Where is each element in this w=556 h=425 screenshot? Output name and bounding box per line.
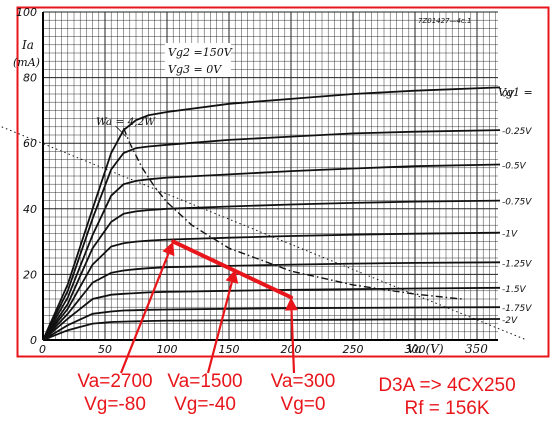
annotation-arrow-head [285, 297, 298, 311]
series-line [42, 306, 501, 341]
y-tick-label: 20 [23, 268, 37, 281]
x-axis-label: Va (V) [407, 342, 444, 356]
series-line [42, 231, 501, 341]
annotation-tube-line2: Rf = 156K [404, 398, 490, 419]
x-tick-label: 250 [343, 343, 364, 356]
series-label: -1.5V [502, 285, 527, 295]
chart-grid [42, 11, 498, 341]
chart-curves [0, 86, 527, 341]
series-label: -1.25V [502, 259, 532, 269]
annotation-va-300: Va=300 Vg=0 [262, 370, 344, 416]
annotation-va-1500-line1: Va=1500 [167, 371, 243, 392]
x-tick-label: 300 [405, 343, 426, 356]
series-label: -0.75V [502, 198, 532, 208]
series-line [42, 163, 501, 341]
power-curve-label: Wa = 4,2W [96, 116, 156, 128]
annotation-arrow-shaft [119, 253, 170, 374]
annotation-va-2700-line1: Va=2700 [77, 371, 153, 392]
series-line [42, 286, 501, 341]
red-load-line [171, 239, 293, 300]
x-tick-label: 0 [39, 343, 46, 356]
x-tick-label: 350 [465, 342, 488, 356]
x-tick-label: 150 [219, 343, 240, 356]
annotation-tube-line1: D3A => 4CX250 [378, 375, 516, 396]
chart-red-frame [16, 6, 550, 358]
annotation-arrow-shaft [206, 281, 233, 374]
annotation-arrow-head [162, 241, 175, 257]
annotation-va-300-line1: Va=300 [270, 371, 336, 392]
y-tick-label: 60 [23, 137, 37, 150]
x-tick-label: 50 [98, 343, 112, 356]
annotation-va-2700-line2: Vg=-80 [84, 394, 146, 415]
y-axis-symbol: Ia [21, 38, 34, 52]
annotation-va-1500-line2: Vg=-40 [174, 394, 236, 415]
curve-group-label: Vg1 = [498, 86, 533, 99]
condition-vg3: Vg3 = 0V [168, 63, 222, 76]
power-dissipation-curve [122, 127, 465, 300]
y-axis-unit: (mA) [13, 56, 40, 69]
chart-text: 7Z01427—4c.1 Ia (mA) Va (V) Vg1 = Vg2 =1… [13, 6, 533, 356]
load-line-annotations [119, 239, 298, 374]
annotation-va-300-line2: Vg=0 [280, 394, 326, 415]
annotation-arrow-shaft [290, 310, 296, 374]
series-line [42, 261, 501, 341]
y-tick-label: 100 [16, 6, 37, 19]
conditions-box [165, 43, 231, 77]
series-line [42, 199, 501, 341]
series-label: -1V [502, 230, 518, 240]
x-tick-label: 100 [157, 343, 178, 356]
y-tick-label: 0 [30, 334, 37, 347]
series-label: -1.75V [502, 304, 532, 314]
series-line [42, 129, 501, 341]
power-curve-leader [115, 125, 127, 137]
dotted-reference-line [0, 125, 527, 341]
y-tick-label: 40 [23, 203, 37, 216]
annotation-va-2700: Va=2700 Vg=-80 [74, 370, 156, 416]
annotation-arrow-head [225, 269, 239, 284]
series-line [42, 318, 501, 341]
condition-vg2: Vg2 =150V [168, 46, 233, 59]
series-label: 0V [502, 89, 515, 99]
annotation-tube-note: D3A => 4CX250 Rf = 156K [362, 374, 532, 420]
series-line [42, 86, 501, 341]
series-label: -2V [502, 316, 518, 326]
series-label: -0.5V [502, 162, 527, 172]
document-code: 7Z01427—4c.1 [418, 17, 472, 25]
series-label: -0.25V [502, 127, 532, 137]
y-tick-label: 80 [23, 72, 37, 85]
x-tick-label: 200 [281, 343, 302, 356]
annotation-va-1500: Va=1500 Vg=-40 [164, 370, 246, 416]
